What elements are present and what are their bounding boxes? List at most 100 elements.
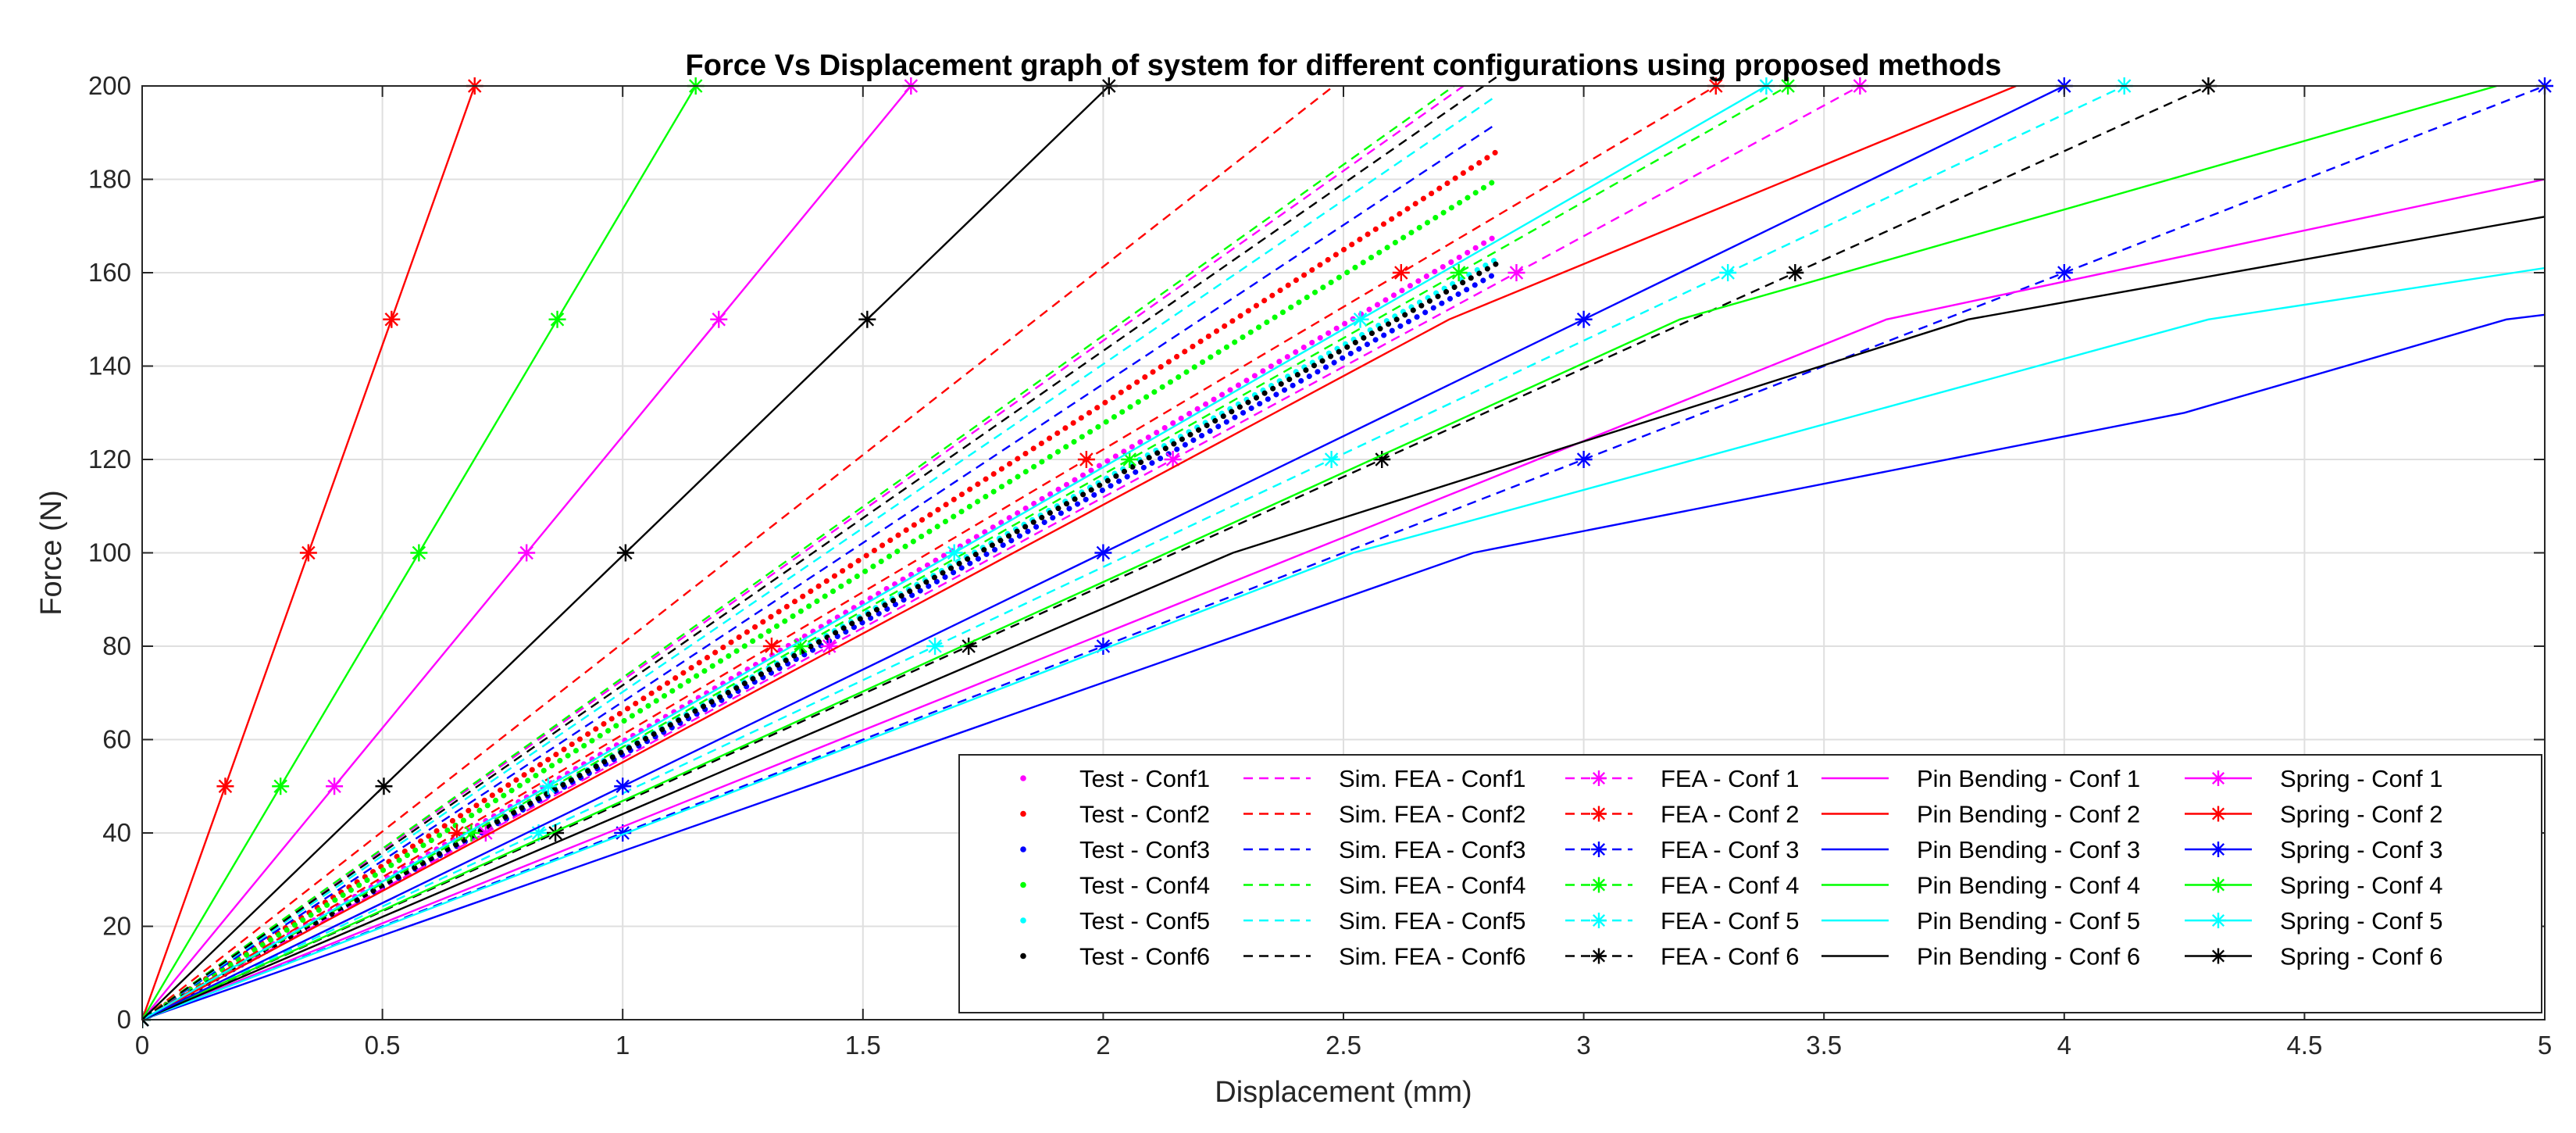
y-tick-label: 80 [102, 631, 131, 660]
legend-entry-spring-conf-2: Spring - Conf 2 [2185, 801, 2443, 828]
legend-marker [1591, 913, 1607, 928]
legend-entry-test-conf6: Test - Conf6 [1020, 943, 1210, 970]
y-axis-title: Force (N) [35, 490, 68, 615]
legend-dot [1020, 881, 1026, 888]
point-fea-conf-2 [762, 638, 780, 655]
point-fea-conf-1 [1507, 264, 1525, 281]
y-tick-label: 100 [88, 538, 131, 567]
series-line-sim-fea-conf5 [142, 95, 1498, 1020]
legend-entry-fea-conf-1: FEA - Conf 1 [1565, 765, 1799, 792]
legend-dot [1020, 953, 1026, 960]
series-line-fea-conf-1 [142, 84, 1861, 1021]
legend-label: Pin Bending - Conf 3 [1917, 836, 2140, 863]
legend-label: FEA - Conf 5 [1661, 907, 1799, 935]
point-spring-conf-2 [216, 777, 234, 795]
point-fea-conf-6 [1786, 264, 1804, 281]
legend-entry-spring-conf-1: Spring - Conf 1 [2185, 765, 2443, 792]
series-pin-bending-conf-5 [142, 266, 2546, 1021]
legend-entry-sim-fea-conf5: Sim. FEA - Conf5 [1243, 907, 1525, 935]
y-tick-label: 60 [102, 725, 131, 754]
series-line-test-conf6 [142, 260, 1500, 1023]
point-fea-conf-6 [547, 824, 565, 842]
x-tick-label: 5 [2538, 1031, 2552, 1060]
legend-label: FEA - Conf 1 [1661, 765, 1799, 792]
y-tick-label: 160 [88, 258, 131, 287]
legend-label: Spring - Conf 2 [2280, 801, 2443, 828]
series-line-sim-fea-conf2 [142, 85, 1335, 1020]
legend-dot [1020, 846, 1026, 852]
point-spring-conf-6 [375, 777, 393, 795]
legend-label: Spring - Conf 5 [2280, 907, 2443, 935]
legend-entry-test-conf1: Test - Conf1 [1020, 765, 1210, 792]
y-tick-label: 0 [117, 1005, 131, 1034]
legend-label: FEA - Conf 3 [1661, 836, 1799, 863]
legend-entry-spring-conf-4: Spring - Conf 4 [2185, 872, 2443, 899]
series-pin-bending-conf-6 [142, 216, 2546, 1021]
legend-entry-fea-conf-2: FEA - Conf 2 [1565, 801, 1799, 828]
series-test-conf5 [142, 256, 1500, 1023]
series-line-test-conf2 [142, 148, 1500, 1023]
legend-label: Spring - Conf 1 [2280, 765, 2443, 792]
legend-entry-fea-conf-4: FEA - Conf 4 [1565, 872, 1799, 899]
legend-entry-spring-conf-3: Spring - Conf 3 [2185, 836, 2443, 863]
series-line-test-conf1 [142, 232, 1500, 1023]
y-tick-label: 200 [88, 71, 131, 100]
x-tick-label: 4 [2057, 1031, 2071, 1060]
series-line-test-conf4 [142, 177, 1500, 1023]
legend-label: Test - Conf5 [1079, 907, 1210, 935]
legend-entry-sim-fea-conf4: Sim. FEA - Conf4 [1243, 872, 1525, 899]
x-tick-label: 2 [1096, 1031, 1110, 1060]
legend-marker [1591, 842, 1607, 857]
y-tick-label: 140 [88, 352, 131, 381]
series-sim-fea-conf5 [142, 95, 1498, 1020]
point-fea-conf-3 [2055, 264, 2073, 281]
y-tick-label: 180 [88, 165, 131, 194]
legend-entry-fea-conf-3: FEA - Conf 3 [1565, 836, 1799, 863]
legend-dot [1020, 917, 1026, 924]
legend-label: Pin Bending - Conf 2 [1917, 801, 2140, 828]
point-fea-conf-2 [1392, 264, 1410, 281]
legend-marker [2210, 770, 2226, 786]
point-spring-conf-4 [272, 777, 290, 795]
series-line-sim-fea-conf3 [142, 122, 1498, 1021]
point-fea-conf-5 [1719, 264, 1737, 281]
point-spring-conf-4 [548, 310, 566, 328]
legend-entry-pin-bending-conf-3: Pin Bending - Conf 3 [1821, 836, 2140, 863]
point-spring-conf-4 [410, 544, 428, 562]
legend-label: Spring - Conf 6 [2280, 943, 2443, 970]
series-line-pin-bending-conf-5 [142, 266, 2546, 1021]
x-tick-label: 0 [135, 1031, 149, 1060]
series-line-test-conf5 [142, 256, 1500, 1023]
y-tick-label: 40 [102, 818, 131, 847]
point-fea-conf-3 [1575, 451, 1593, 468]
legend-marker [1591, 770, 1607, 786]
point-fea-conf-5 [1322, 451, 1340, 468]
x-axis-title: Displacement (mm) [1215, 1076, 1472, 1109]
point-spring-conf-3 [1575, 310, 1593, 328]
series-line-pin-bending-conf-1 [142, 178, 2546, 1021]
legend-label: Test - Conf6 [1079, 943, 1210, 970]
point-fea-conf-5 [926, 638, 944, 655]
series-line-fea-conf-6 [142, 84, 2209, 1021]
legend-label: Test - Conf3 [1079, 836, 1210, 863]
series-spring-conf-1 [142, 77, 920, 1028]
series-line-pin-bending-conf-2 [142, 84, 2017, 1021]
legend-dot [1020, 810, 1026, 817]
x-tick-label: 2.5 [1325, 1031, 1361, 1060]
legend-entry-pin-bending-conf-1: Pin Bending - Conf 1 [1821, 765, 2140, 792]
legend-entry-sim-fea-conf1: Sim. FEA - Conf1 [1243, 765, 1525, 792]
series-pin-bending-conf-3 [142, 313, 2546, 1021]
legend-label: Sim. FEA - Conf3 [1339, 836, 1525, 863]
legend-dot [1020, 775, 1026, 781]
legend-entry-pin-bending-conf-2: Pin Bending - Conf 2 [1821, 801, 2140, 828]
series-line-fea-conf-3 [142, 84, 2546, 1021]
series-pin-bending-conf-1 [142, 178, 2546, 1021]
legend-entry-fea-conf-6: FEA - Conf 6 [1565, 943, 1799, 970]
series-line-pin-bending-conf-6 [142, 216, 2546, 1021]
legend-entry-pin-bending-conf-5: Pin Bending - Conf 5 [1821, 907, 2140, 935]
series-sim-fea-conf4 [142, 85, 1455, 1020]
legend-entry-test-conf4: Test - Conf4 [1020, 872, 1210, 899]
legend-label: Sim. FEA - Conf1 [1339, 765, 1525, 792]
